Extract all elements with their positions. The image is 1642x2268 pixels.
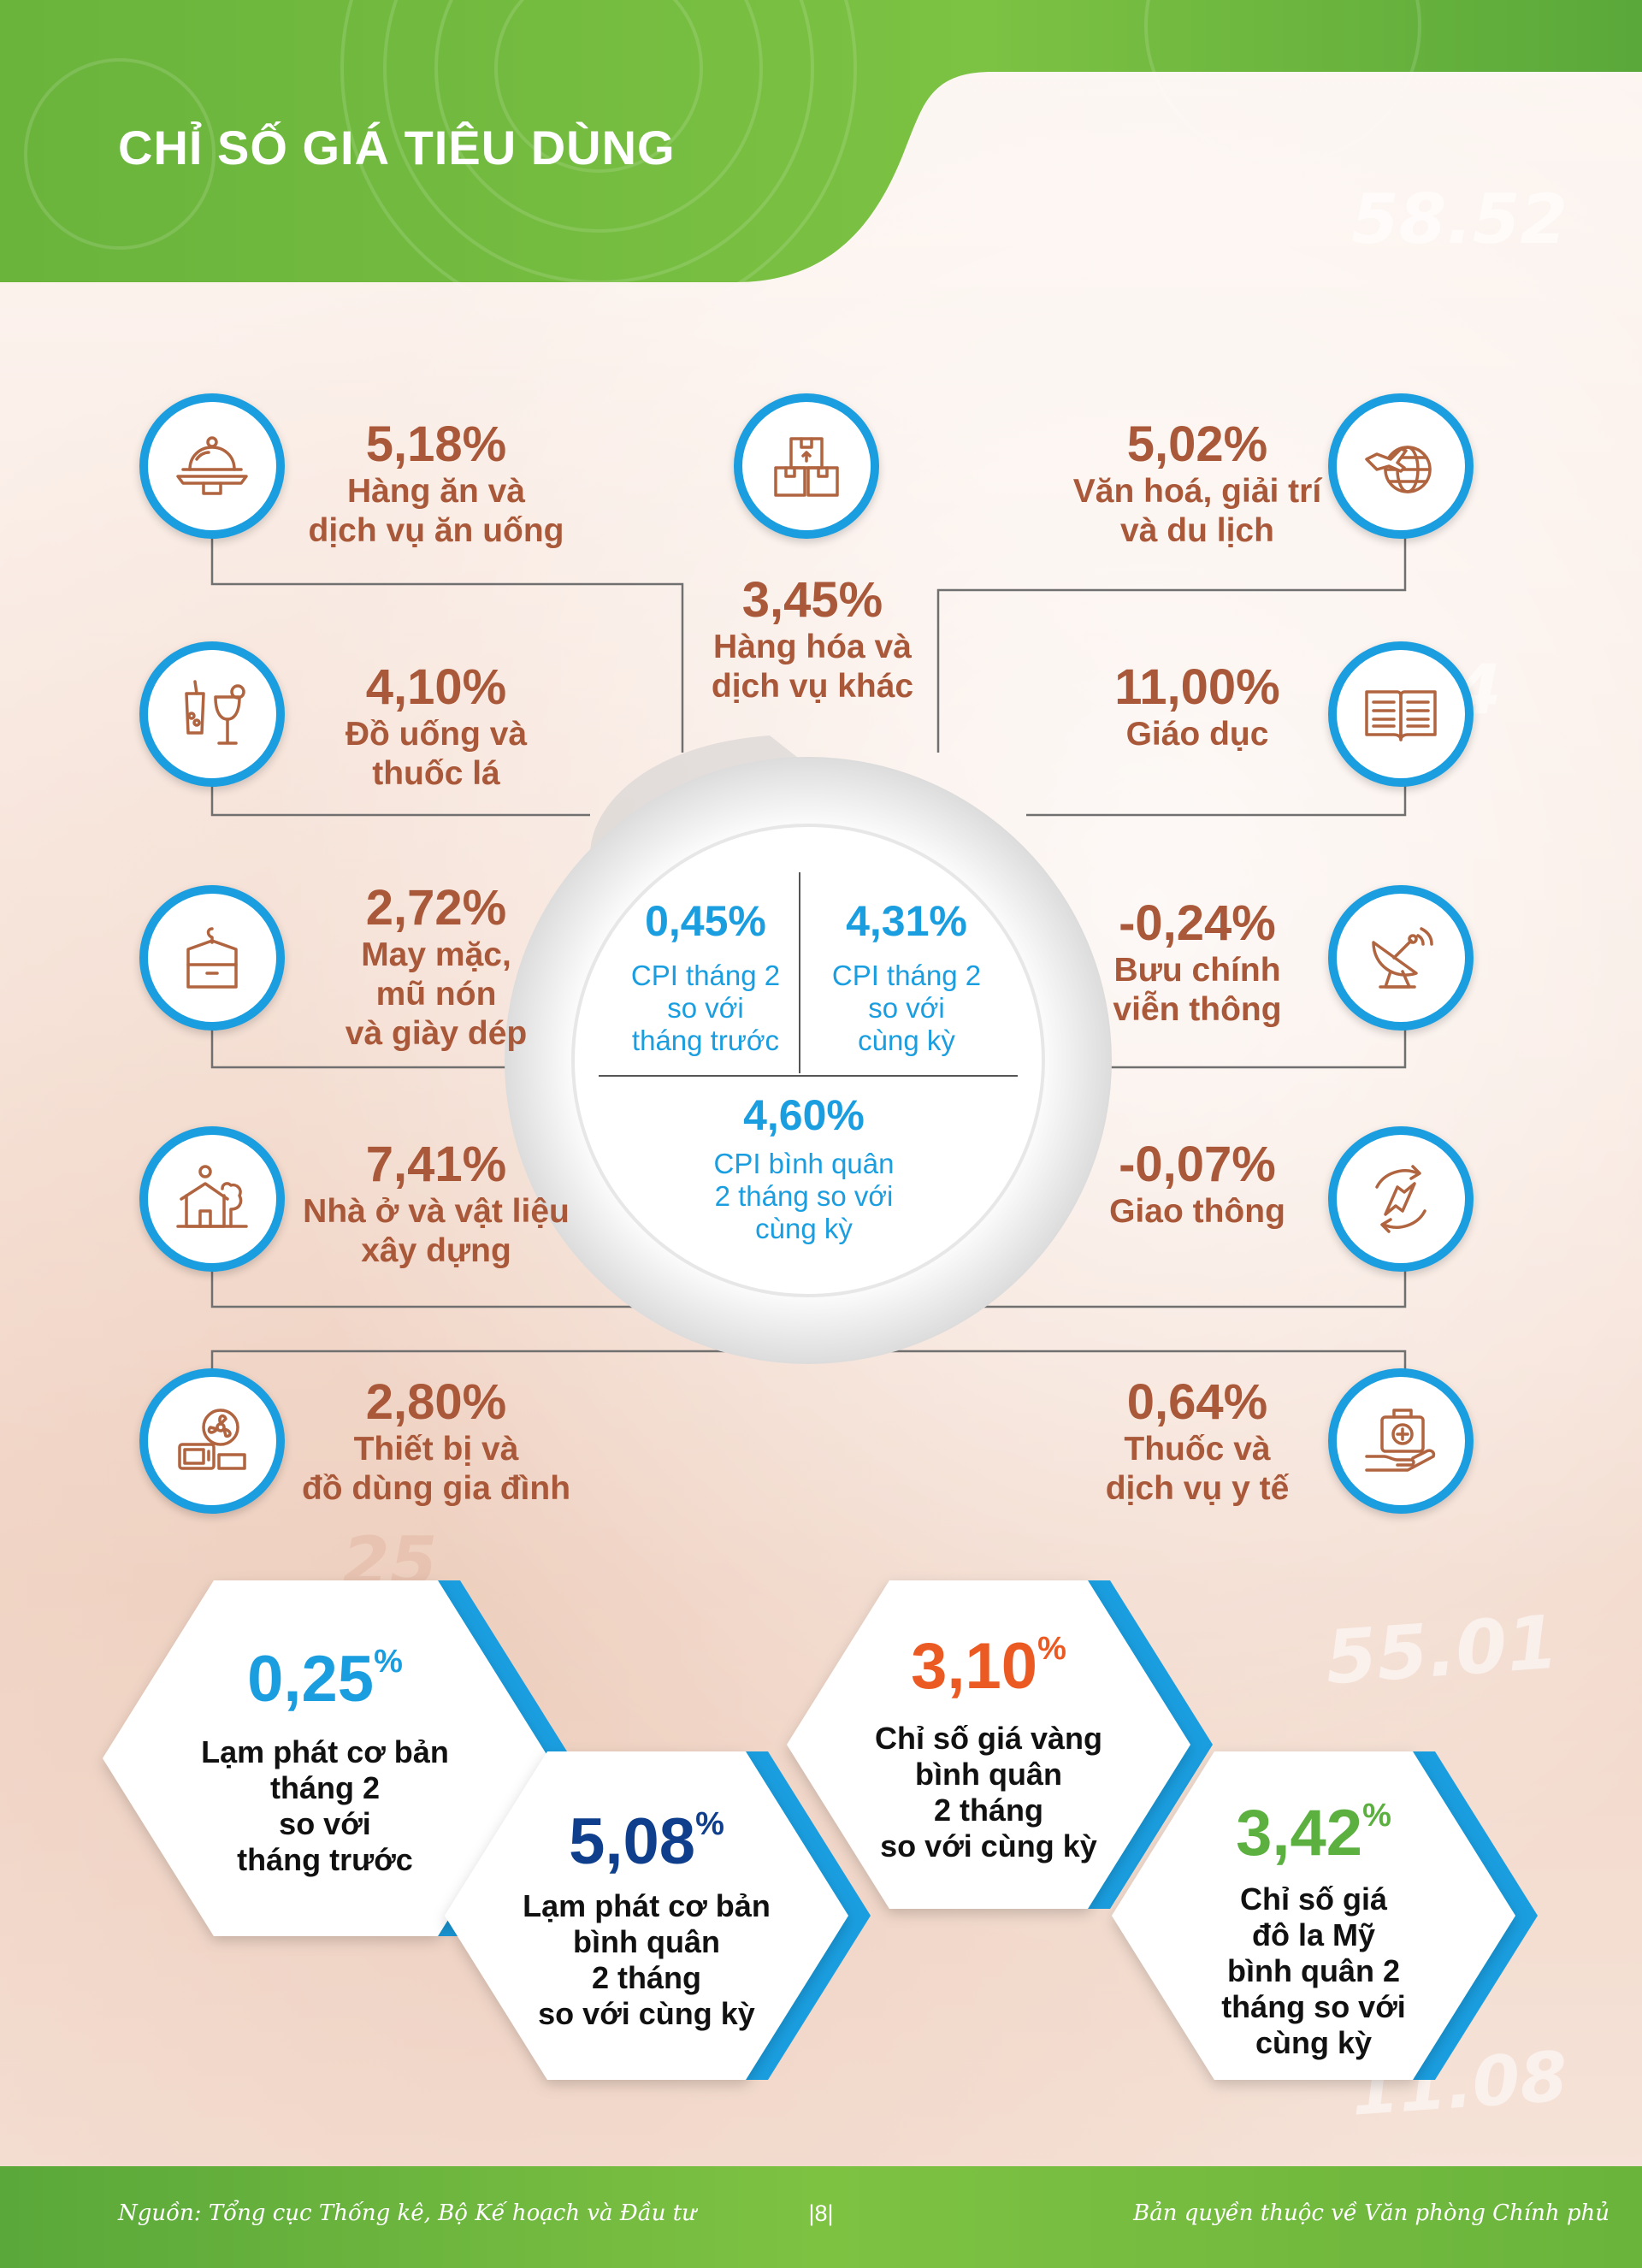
- appliance-icon: [139, 1368, 285, 1514]
- category-housing: 7,41% Nhà ở và vật liệu xây dựng: [303, 1137, 570, 1270]
- category-telecom: -0,24% Bưu chính viễn thông: [1113, 895, 1282, 1029]
- category-clothing: 2,72% May mặc, mũ nón và giày dép: [345, 880, 528, 1053]
- clothing-icon: [139, 885, 285, 1031]
- hex-core-mom-value: 0,25%: [247, 1643, 403, 1716]
- food-tray-icon: [139, 393, 285, 539]
- cpi-yoy-label: CPI tháng 2 so với cùng kỳ: [831, 960, 982, 1056]
- category-transport: -0,07% Giao thông: [1109, 1137, 1285, 1231]
- category-appliances: 2,80% Thiết bị và đồ dùng gia đình: [301, 1374, 571, 1508]
- category-culture: 5,02% Văn hoá, giải trí và du lịch: [1072, 416, 1322, 550]
- cpi-mom-label: CPI tháng 2 so với tháng trước: [630, 960, 781, 1056]
- plane-globe-icon: [1328, 393, 1474, 539]
- header-banner: [0, 0, 1642, 291]
- book-icon: [1328, 641, 1474, 787]
- drinks-icon: [139, 641, 285, 787]
- category-other: 3,45% Hàng hóa và dịch vụ khác: [711, 572, 914, 706]
- page-title: CHỈ SỐ GIÁ TIÊU DÙNG: [118, 121, 676, 174]
- boxes-icon: [734, 393, 879, 539]
- house-icon: [139, 1126, 285, 1272]
- cpi-avg-value: 4,60%: [743, 1091, 865, 1139]
- hex-core-mom-label: Lạm phát cơ bản tháng 2 so với tháng trước: [201, 1734, 449, 1877]
- hex-usd-value: 3,42%: [1236, 1797, 1391, 1869]
- footer-source: Nguồn: Tổng cục Thống kê, Bộ Kế hoạch và…: [118, 2200, 696, 2226]
- category-drinks: 4,10% Đồ uống và thuốc lá: [345, 659, 528, 793]
- category-food: 5,18% Hàng ăn và dịch vụ ăn uống: [308, 416, 564, 550]
- hex-core-avg-value: 5,08%: [569, 1805, 724, 1878]
- category-education: 11,00% Giáo dục: [1114, 659, 1280, 753]
- category-medical: 0,64% Thuốc và dịch vụ y tế: [1105, 1374, 1290, 1508]
- footer-copyright: Bản quyền thuộc về Văn phòng Chính phủ: [1133, 2200, 1610, 2226]
- hex-gold-label: Chỉ số giá vàng bình quân 2 tháng so với cù…: [874, 1721, 1103, 1863]
- cpi-mom-value: 0,45%: [645, 897, 766, 945]
- medical-kit-icon: [1328, 1368, 1474, 1514]
- hex-usd-label: Chỉ số giá đô la Mỹ bình quân 2 tháng so vớ…: [1221, 1881, 1406, 2060]
- cpi-yoy-value: 4,31%: [846, 897, 967, 945]
- hex-gold-value: 3,10%: [911, 1630, 1066, 1703]
- page-number: |8|: [808, 2200, 834, 2226]
- background-number: 58.52: [1351, 180, 1568, 259]
- satellite-dish-icon: [1328, 885, 1474, 1031]
- footer-bar: Nguồn: Tổng cục Thống kê, Bộ Kế hoạch và…: [0, 2166, 1642, 2268]
- transport-arrows-icon: [1328, 1126, 1474, 1272]
- cpi-avg-label: CPI bình quân 2 tháng so với cùng kỳ: [713, 1148, 895, 1244]
- hex-core-avg-label: Lạm phát cơ bản bình quân 2 tháng so với cù…: [523, 1888, 771, 2031]
